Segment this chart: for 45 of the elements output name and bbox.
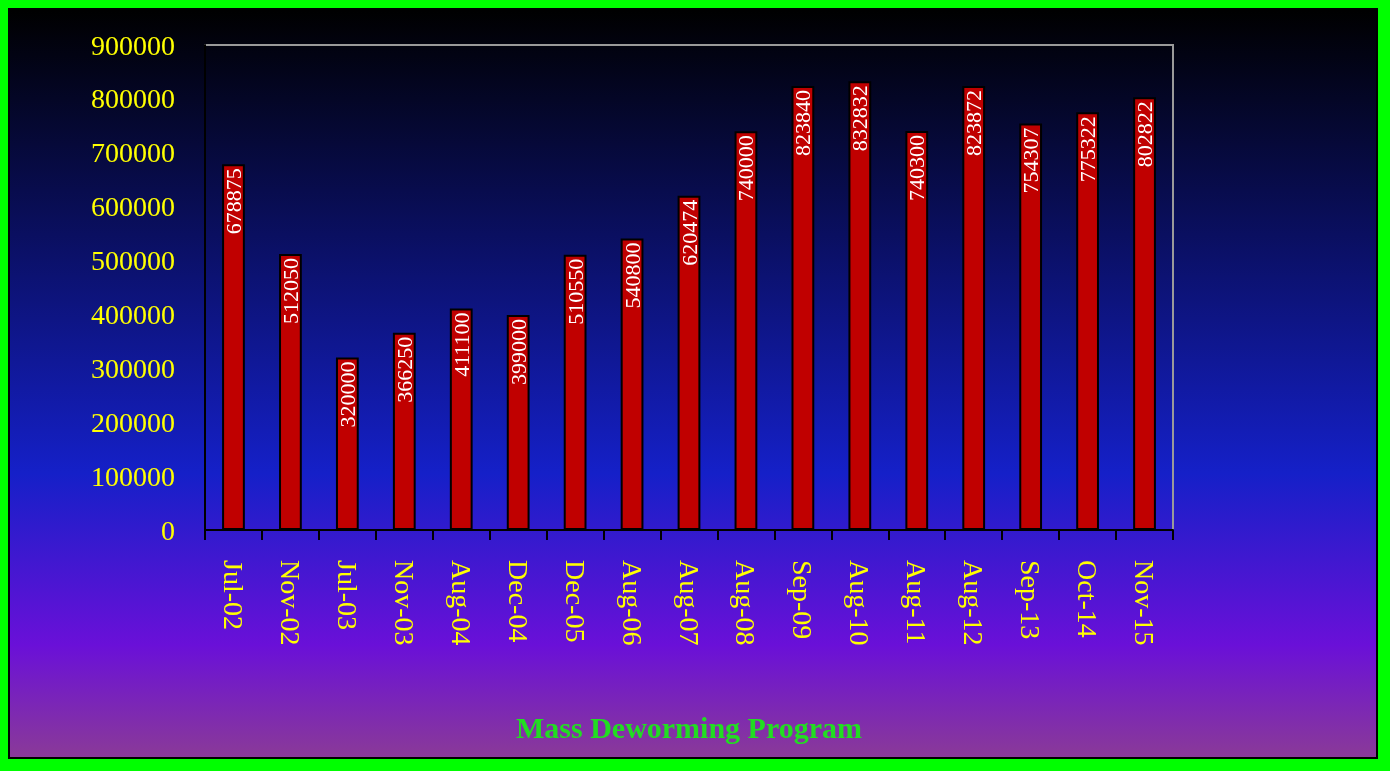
data-label: 366250 (391, 336, 417, 403)
x-tick-label: Aug-08 (730, 560, 762, 646)
y-tick-label: 100000 (91, 460, 175, 492)
data-label: 620474 (676, 199, 702, 266)
data-label: 510550 (562, 258, 588, 325)
x-tick-label: Oct-14 (1072, 560, 1104, 638)
x-tick-label: Aug-11 (901, 560, 933, 645)
x-tick-label: Nov-15 (1129, 560, 1161, 646)
data-label: 823872 (961, 90, 987, 157)
x-tick-label: Jul-03 (331, 560, 363, 630)
x-tick-label: Aug-12 (958, 560, 990, 646)
data-label: 740300 (904, 135, 930, 202)
x-tick-label: Dec-04 (502, 560, 534, 643)
y-tick-label: 200000 (91, 406, 175, 438)
data-label: 802822 (1132, 101, 1158, 168)
data-label: 540800 (619, 242, 645, 309)
y-tick-label: 600000 (91, 191, 175, 223)
x-tick-label: Aug-06 (616, 560, 648, 646)
data-label: 832832 (847, 85, 873, 152)
y-tick-label: 700000 (91, 137, 175, 169)
data-label: 411100 (448, 312, 474, 377)
y-tick-label: 500000 (91, 245, 175, 277)
data-label: 678875 (220, 168, 246, 235)
data-label: 740000 (733, 135, 759, 202)
data-label: 399000 (505, 318, 531, 385)
data-label: 754307 (1018, 127, 1044, 194)
x-tick-label: Sep-13 (1015, 560, 1047, 640)
y-tick-label: 800000 (91, 83, 175, 115)
y-tick-label: 300000 (91, 352, 175, 384)
x-tick-label: Aug-04 (445, 560, 477, 646)
x-axis-title: Mass Deworming Program (515, 710, 863, 744)
data-label: 320000 (334, 361, 360, 428)
x-tick-label: Nov-02 (274, 560, 306, 646)
y-tick-label: 900000 (91, 29, 175, 61)
x-tick-label: Jul-02 (217, 560, 249, 630)
x-tick-label: Dec-05 (559, 560, 591, 643)
y-tick-label: 0 (161, 514, 175, 546)
data-label: 512050 (277, 258, 303, 325)
x-tick-label: Aug-07 (673, 560, 705, 646)
data-label: 775322 (1075, 116, 1101, 183)
x-tick-label: Sep-09 (787, 560, 819, 640)
x-tick-label: Aug-10 (844, 560, 876, 646)
data-label: 823840 (790, 90, 816, 157)
x-tick-label: Nov-03 (388, 560, 420, 646)
y-tick-label: 400000 (91, 298, 175, 330)
